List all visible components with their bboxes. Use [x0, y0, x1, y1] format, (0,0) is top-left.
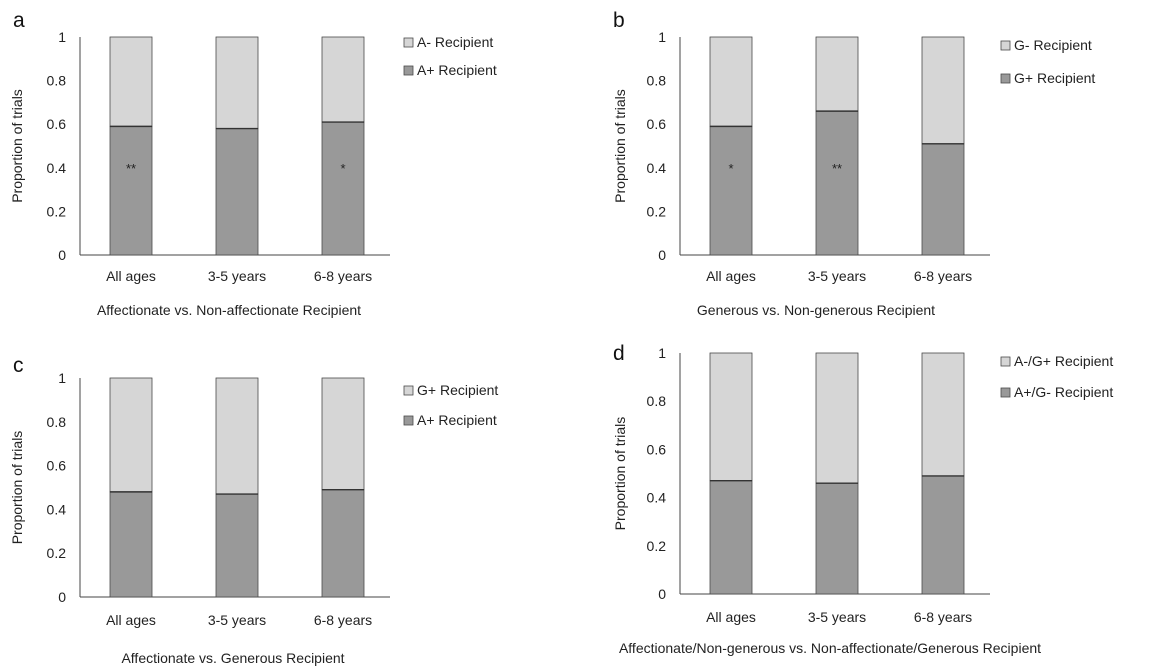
y-tick-label: 0.6: [47, 116, 67, 132]
bar-segment-lower: [815, 482, 859, 595]
x-tick-label: 3-5 years: [808, 609, 866, 625]
y-tick-label: 0: [658, 247, 666, 263]
panel-a: a 0 0.2 0.4 0.6 0.8 1 Proportion of trials ** All…: [9, 9, 497, 318]
bar-segment-lower: [215, 493, 259, 598]
y-tick-label: 1: [58, 370, 66, 386]
bar-segment-lower: [815, 110, 859, 256]
y-tick-label: 0.4: [47, 160, 67, 176]
bar-segment-upper: [321, 377, 365, 491]
bar-segment-lower: [709, 480, 753, 595]
x-tick-label: 3-5 years: [208, 612, 266, 628]
y-axis-label: Proportion of trials: [612, 417, 628, 531]
legend-label: A+ Recipient: [417, 62, 497, 78]
y-tick-label: 0.6: [647, 116, 667, 132]
x-tick-label: 6-8 years: [914, 609, 972, 625]
x-axis-label: Affectionate vs. Generous Recipient: [121, 650, 344, 666]
bar-segment-lower: [109, 125, 153, 256]
x-tick-label: 6-8 years: [914, 268, 972, 284]
legend-swatch: [403, 415, 414, 426]
y-axis-label: Proportion of trials: [9, 89, 25, 203]
bar-segment-upper: [215, 377, 259, 495]
bar-segment-upper: [921, 352, 965, 477]
bar-segment-upper: [109, 36, 153, 127]
bar-segment-upper: [709, 36, 753, 127]
y-tick-label: 0.8: [47, 73, 67, 89]
bar-segment-upper: [321, 36, 365, 123]
bar-segment-lower: [709, 125, 753, 256]
bar-segment-lower: [321, 489, 365, 598]
significance-marker: *: [728, 161, 733, 176]
y-tick-label: 0.2: [647, 203, 667, 219]
significance-marker: **: [832, 161, 842, 176]
legend-label: A+/G- Recipient: [1014, 384, 1113, 400]
legend-swatch: [403, 65, 414, 76]
y-tick-label: 1: [658, 29, 666, 45]
y-tick-label: 0: [658, 586, 666, 602]
legend-label: G+ Recipient: [417, 382, 498, 398]
bar-segment-lower: [321, 121, 365, 256]
y-tick-label: 0.6: [47, 458, 67, 474]
legend-label: A-/G+ Recipient: [1014, 353, 1113, 369]
bar-segment-upper: [815, 352, 859, 484]
bar-segment-upper: [815, 36, 859, 112]
y-tick-label: 0.2: [47, 203, 67, 219]
x-tick-label: All ages: [106, 268, 156, 284]
legend-swatch: [403, 37, 414, 48]
legend-label: G+ Recipient: [1014, 70, 1095, 86]
significance-marker: **: [126, 161, 136, 176]
y-tick-label: 1: [58, 29, 66, 45]
bar-segment-upper: [709, 352, 753, 482]
y-tick-label: 0.8: [47, 414, 67, 430]
bar-segment-lower: [921, 475, 965, 595]
panel-letter: a: [13, 9, 25, 32]
legend-swatch: [1000, 73, 1011, 84]
legend-label: G- Recipient: [1014, 37, 1092, 53]
bar-segment-upper: [109, 377, 153, 493]
y-tick-label: 0.4: [47, 501, 67, 517]
bar-segment-lower: [921, 143, 965, 256]
y-axis-label: Proportion of trials: [9, 431, 25, 545]
x-tick-label: 3-5 years: [208, 268, 266, 284]
y-tick-label: 0.8: [647, 73, 667, 89]
y-tick-label: 0.2: [47, 545, 67, 561]
significance-marker: *: [340, 161, 345, 176]
panel-letter: c: [13, 354, 24, 377]
legend-swatch: [403, 385, 414, 396]
y-tick-label: 0: [58, 589, 66, 605]
y-tick-label: 0.6: [647, 441, 667, 457]
y-tick-label: 0.4: [647, 490, 667, 506]
x-axis-label: Affectionate/Non-generous vs. Non-affect…: [619, 640, 1041, 656]
y-tick-label: 0.4: [647, 160, 667, 176]
bar-segment-lower: [109, 491, 153, 598]
legend-label: A- Recipient: [417, 34, 493, 50]
x-tick-label: All ages: [706, 609, 756, 625]
x-tick-label: 6-8 years: [314, 268, 372, 284]
x-axis-label: Affectionate vs. Non-affectionate Recipi…: [97, 302, 361, 318]
legend-swatch: [1000, 387, 1011, 398]
y-tick-label: 0.8: [647, 393, 667, 409]
legend-label: A+ Recipient: [417, 412, 497, 428]
panel-letter: d: [613, 342, 625, 365]
bar-segment-upper: [921, 36, 965, 145]
panel-c: c 0 0.2 0.4 0.6 0.8 1 Proportion of trials All a…: [9, 354, 498, 666]
x-tick-label: 3-5 years: [808, 268, 866, 284]
bar-segment-upper: [215, 36, 259, 129]
panel-b: b 0 0.2 0.4 0.6 0.8 1 Proportion of trials * All …: [612, 9, 1095, 318]
x-tick-label: All ages: [706, 268, 756, 284]
y-tick-label: 0: [58, 247, 66, 263]
y-tick-label: 1: [658, 345, 666, 361]
panel-d: d 0 0.2 0.4 0.6 0.8 1 Proportion of trials All a…: [612, 342, 1113, 656]
x-tick-label: All ages: [106, 612, 156, 628]
panel-letter: b: [613, 9, 625, 32]
y-axis-label: Proportion of trials: [612, 89, 628, 203]
y-tick-label: 0.2: [647, 538, 667, 554]
bar-segment-lower: [215, 128, 259, 256]
legend-swatch: [1000, 40, 1011, 51]
x-tick-label: 6-8 years: [314, 612, 372, 628]
x-axis-label: Generous vs. Non-generous Recipient: [697, 302, 935, 318]
legend-swatch: [1000, 356, 1011, 367]
